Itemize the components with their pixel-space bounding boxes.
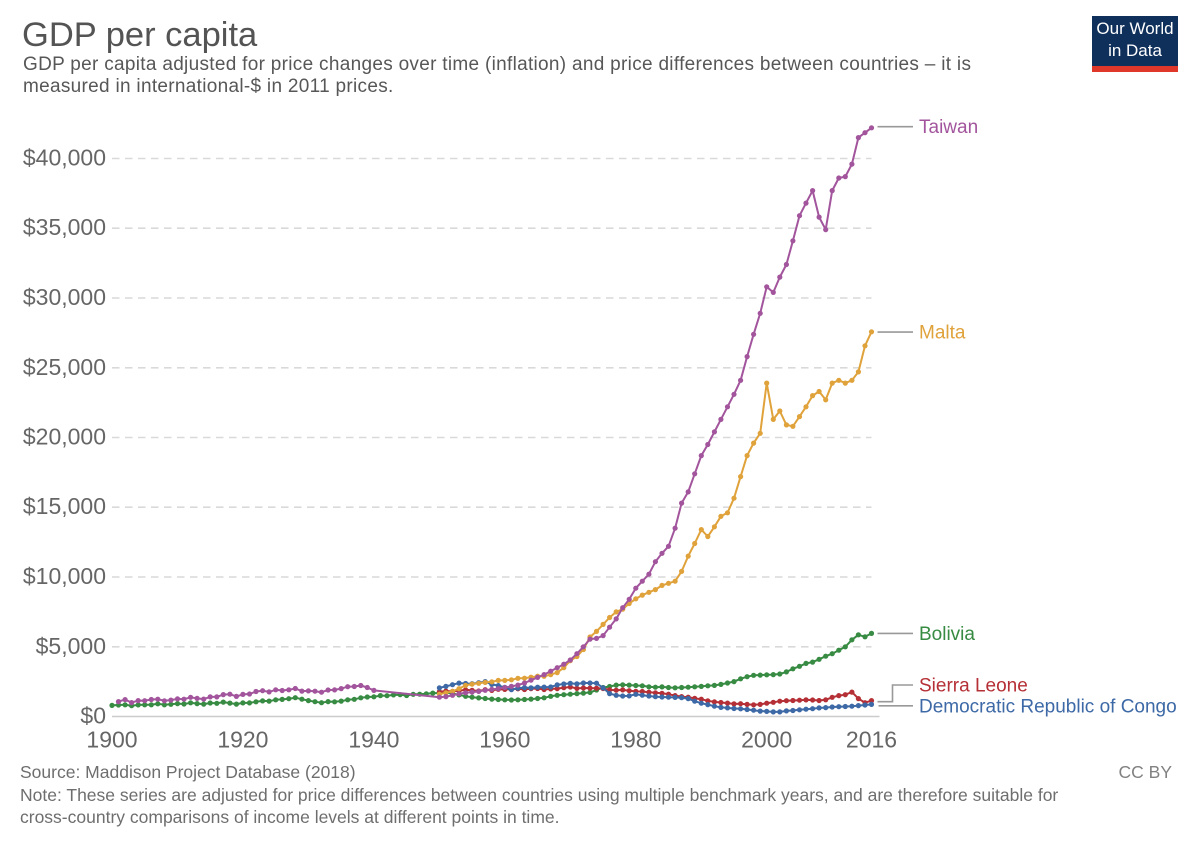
svg-text:Democratic Republic of Congo: Democratic Republic of Congo (919, 696, 1177, 717)
svg-text:$40,000: $40,000 (23, 145, 106, 171)
svg-text:Bolivia: Bolivia (919, 624, 975, 645)
svg-text:1960: 1960 (479, 727, 530, 753)
svg-text:$5,000: $5,000 (36, 633, 106, 659)
svg-text:Taiwan: Taiwan (919, 117, 978, 138)
svg-text:2016: 2016 (846, 727, 897, 753)
svg-text:$10,000: $10,000 (23, 563, 106, 589)
svg-text:$20,000: $20,000 (23, 424, 106, 450)
svg-text:$30,000: $30,000 (23, 284, 106, 310)
svg-text:$15,000: $15,000 (23, 493, 106, 519)
svg-text:1980: 1980 (610, 727, 661, 753)
svg-text:Sierra Leone: Sierra Leone (919, 676, 1028, 697)
svg-text:$35,000: $35,000 (23, 214, 106, 240)
svg-text:Malta: Malta (919, 323, 966, 344)
svg-text:1920: 1920 (217, 727, 268, 753)
svg-text:$0: $0 (80, 703, 106, 729)
svg-text:$25,000: $25,000 (23, 354, 106, 380)
svg-text:2000: 2000 (741, 727, 792, 753)
svg-text:1940: 1940 (348, 727, 399, 753)
svg-text:1900: 1900 (86, 727, 137, 753)
